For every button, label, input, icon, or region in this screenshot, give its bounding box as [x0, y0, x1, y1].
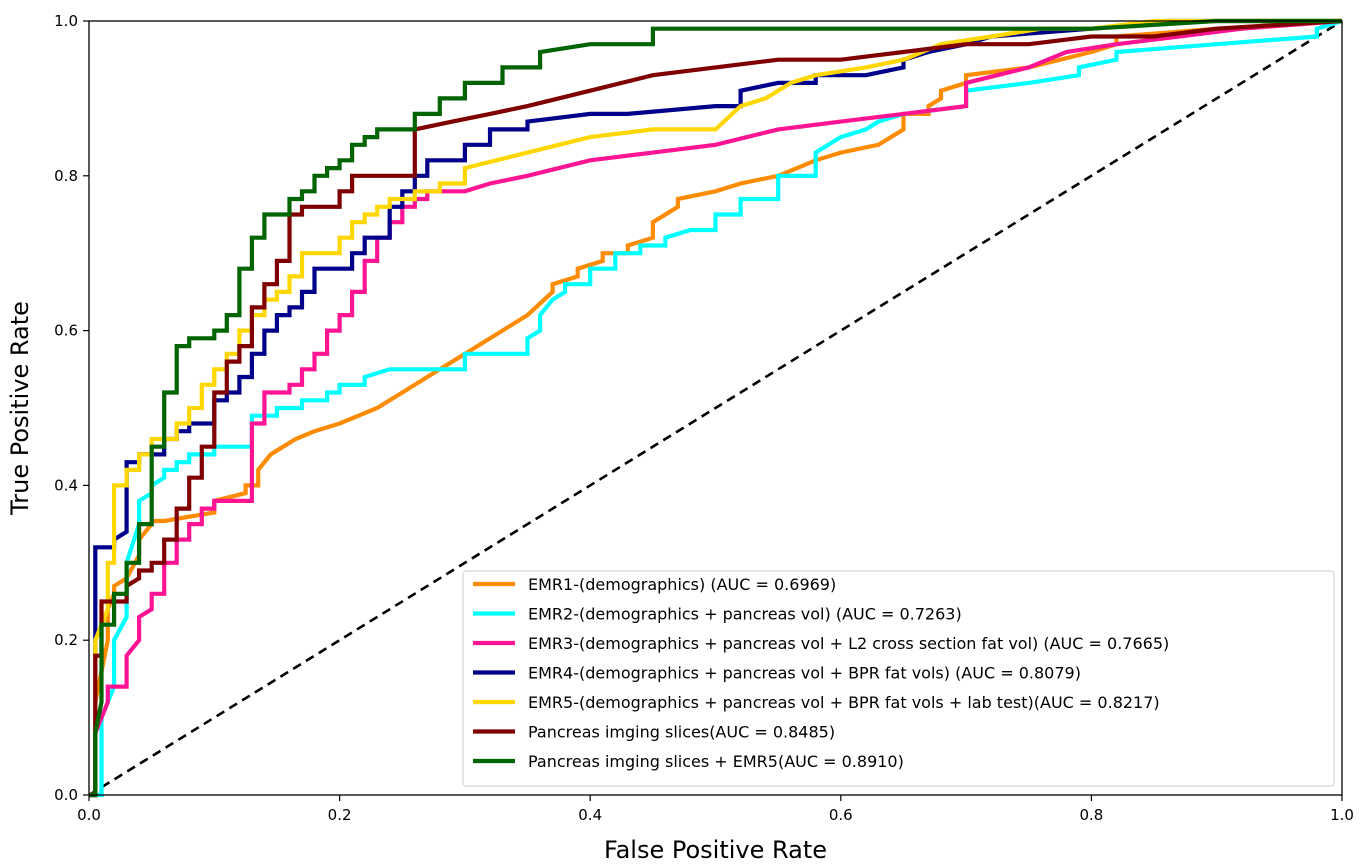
- legend-label-1: EMR1-(demographics) (AUC = 0.6969): [528, 575, 836, 594]
- legend-box: [462, 570, 1335, 787]
- chance-diagonal-line: [89, 19, 1343, 797]
- x-axis-label: False Positive Rate: [604, 836, 827, 864]
- legend-label-6: Pancreas imging slices(AUC = 0.8485): [528, 723, 835, 742]
- y-tick-label: 0.0: [54, 786, 78, 804]
- legend-label-2: EMR2-(demographics + pancreas vol) (AUC …: [528, 605, 962, 624]
- legend-label-4: EMR4-(demographics + pancreas vol + BPR …: [528, 664, 1081, 683]
- series-line-6: [89, 18, 1343, 798]
- plot-lines: [89, 18, 1343, 798]
- x-tick-label: 0.4: [578, 806, 602, 824]
- plot-frame: [88, 20, 1343, 796]
- x-tick-label: 0.8: [1079, 806, 1103, 824]
- legend-label-7: Pancreas imging slices + EMR5(AUC = 0.89…: [528, 752, 904, 771]
- y-tick-label: 0.6: [54, 322, 78, 340]
- y-tick-label: 0.2: [54, 631, 78, 649]
- legend-label-5: EMR5-(demographics + pancreas vol + BPR …: [528, 693, 1160, 712]
- y-axis-label: True Positive Rate: [6, 301, 34, 516]
- x-tick-label: 0.2: [328, 806, 352, 824]
- y-tick-label: 1.0: [54, 12, 78, 30]
- legend-label-3: EMR3-(demographics + pancreas vol + L2 c…: [528, 634, 1169, 653]
- x-tick-label: 0.0: [77, 806, 101, 824]
- legend: EMR1-(demographics) (AUC = 0.6969) EMR2-(…: [462, 570, 1335, 787]
- series-line-3: [89, 18, 1343, 798]
- x-tick-label: 0.6: [829, 806, 853, 824]
- series-line-2: [89, 18, 1343, 798]
- y-tick-label: 0.4: [54, 476, 78, 494]
- series-line-7: [89, 18, 1342, 798]
- x-tick-label: 1.0: [1330, 806, 1354, 824]
- axis-ticks: 0.0 0.2 0.4 0.6 0.8 1.0 0.0 0.2 0.4 0.6 0.8 1.0: [54, 12, 1354, 824]
- y-tick-label: 0.8: [54, 167, 78, 185]
